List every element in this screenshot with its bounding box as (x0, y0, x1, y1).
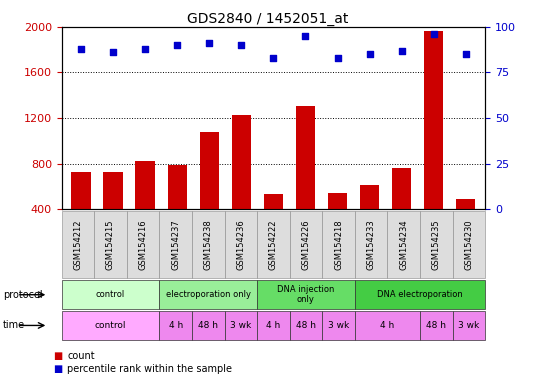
Point (429, 31, 438, 37)
Point (461, 51, 470, 57)
Point (205, 40, 213, 46)
Text: GSM154234: GSM154234 (399, 220, 408, 270)
Bar (296, 106, 315, 255)
Point (109, 50, 117, 56)
Point (397, 48, 406, 54)
Text: electroporation only: electroporation only (166, 290, 251, 299)
Text: 48 h: 48 h (198, 321, 218, 330)
Bar (199, 132, 219, 255)
Bar (392, 168, 411, 255)
Text: GSM154238: GSM154238 (204, 219, 213, 270)
Bar (103, 172, 123, 255)
Text: GSM154230: GSM154230 (464, 220, 473, 270)
Text: GSM154215: GSM154215 (106, 220, 115, 270)
Bar (328, 193, 347, 255)
Point (77, 46, 85, 52)
Text: GSM154218: GSM154218 (334, 220, 343, 270)
Text: 3 wk: 3 wk (458, 321, 479, 330)
Bar (264, 194, 283, 255)
Point (237, 42, 245, 48)
Text: GSM154226: GSM154226 (301, 220, 310, 270)
Bar (136, 161, 155, 255)
Point (173, 42, 181, 48)
Text: 48 h: 48 h (296, 321, 316, 330)
Point (269, 55, 278, 61)
Text: GSM154235: GSM154235 (431, 220, 441, 270)
Point (301, 33, 310, 39)
Text: 3 wk: 3 wk (230, 321, 251, 330)
Text: count: count (67, 351, 95, 361)
Text: percentile rank within the sample: percentile rank within the sample (67, 364, 232, 374)
Text: GSM154233: GSM154233 (367, 219, 376, 270)
Bar (232, 115, 251, 255)
Text: GSM154237: GSM154237 (171, 219, 180, 270)
Text: GSM154222: GSM154222 (269, 220, 278, 270)
Text: DNA injection
only: DNA injection only (277, 285, 334, 305)
Point (333, 55, 342, 61)
Text: GSM154216: GSM154216 (139, 220, 147, 270)
Bar (71, 172, 91, 255)
Text: protocol: protocol (3, 290, 42, 300)
Text: ■: ■ (54, 364, 63, 374)
Text: 3 wk: 3 wk (328, 321, 349, 330)
Text: 4 h: 4 h (380, 321, 394, 330)
Text: time: time (3, 320, 25, 331)
Text: GSM154236: GSM154236 (236, 219, 245, 270)
Text: GSM154212: GSM154212 (73, 220, 83, 270)
Text: 4 h: 4 h (168, 321, 183, 330)
Bar (424, 31, 443, 255)
Text: DNA electroporation: DNA electroporation (377, 290, 463, 299)
Text: 4 h: 4 h (266, 321, 280, 330)
Text: control: control (96, 290, 125, 299)
Text: GDS2840 / 1452051_at: GDS2840 / 1452051_at (187, 12, 349, 25)
Point (141, 46, 150, 52)
Text: 48 h: 48 h (426, 321, 446, 330)
Text: ■: ■ (54, 351, 63, 361)
Bar (168, 165, 187, 255)
Bar (456, 199, 475, 255)
Text: control: control (95, 321, 126, 330)
Bar (360, 185, 379, 255)
Point (366, 51, 374, 57)
